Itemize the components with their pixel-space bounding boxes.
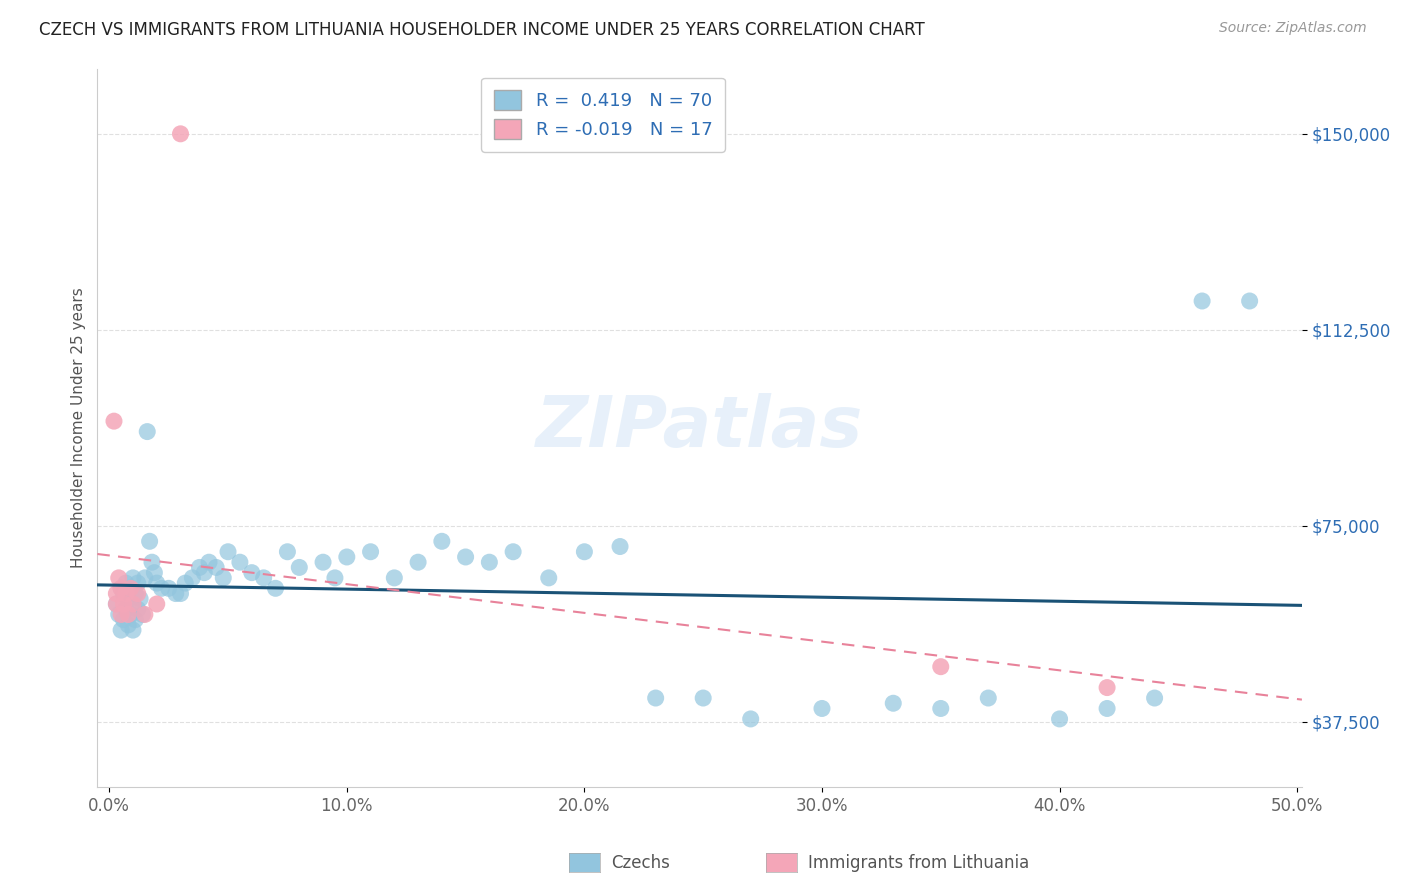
Legend: R =  0.419   N = 70, R = -0.019   N = 17: R = 0.419 N = 70, R = -0.019 N = 17 <box>481 78 725 152</box>
Point <box>115 586 138 600</box>
Point <box>181 571 204 585</box>
Text: Immigrants from Lithuania: Immigrants from Lithuania <box>808 855 1029 872</box>
Point <box>406 555 429 569</box>
Point <box>112 597 135 611</box>
Point <box>1191 293 1213 308</box>
Y-axis label: Householder Income Under 25 years: Householder Income Under 25 years <box>72 287 86 568</box>
Point <box>165 586 187 600</box>
Point <box>120 582 142 596</box>
Point <box>811 701 834 715</box>
Point <box>145 597 167 611</box>
Point <box>110 623 132 637</box>
Point <box>288 560 311 574</box>
Point <box>430 534 453 549</box>
Point <box>107 571 129 585</box>
Point <box>323 571 346 585</box>
Point <box>240 566 263 580</box>
Point <box>112 586 135 600</box>
Point <box>1239 293 1261 308</box>
Point <box>122 571 145 585</box>
Point <box>1095 701 1118 715</box>
Point <box>336 549 359 564</box>
Point <box>105 586 128 600</box>
Point <box>609 540 631 554</box>
Text: ZIPatlas: ZIPatlas <box>536 393 863 462</box>
Point <box>150 582 173 596</box>
Point <box>117 591 139 606</box>
Point <box>134 571 156 585</box>
Point <box>929 659 952 673</box>
Point <box>229 555 252 569</box>
Point <box>644 691 666 706</box>
Text: Source: ZipAtlas.com: Source: ZipAtlas.com <box>1219 21 1367 35</box>
Point <box>124 613 146 627</box>
Point <box>129 591 152 606</box>
Point <box>692 691 714 706</box>
Point <box>157 582 180 596</box>
Point <box>120 582 142 596</box>
Point <box>145 576 167 591</box>
Point <box>115 576 138 591</box>
Point <box>127 586 149 600</box>
Point <box>198 555 221 569</box>
Text: CZECH VS IMMIGRANTS FROM LITHUANIA HOUSEHOLDER INCOME UNDER 25 YEARS CORRELATION: CZECH VS IMMIGRANTS FROM LITHUANIA HOUSE… <box>39 21 925 38</box>
Point <box>110 582 132 596</box>
Point <box>103 414 125 428</box>
Point <box>1049 712 1071 726</box>
Point <box>110 582 132 596</box>
Point <box>502 545 524 559</box>
Point <box>110 607 132 622</box>
Point <box>977 691 1000 706</box>
Point <box>740 712 762 726</box>
Point <box>882 696 904 710</box>
Text: Czechs: Czechs <box>612 855 671 872</box>
Point <box>122 597 145 611</box>
Point <box>134 607 156 622</box>
Point <box>105 597 128 611</box>
Point <box>276 545 298 559</box>
Point <box>120 607 142 622</box>
Point <box>217 545 239 559</box>
Point <box>124 586 146 600</box>
Point <box>138 534 160 549</box>
Point <box>1143 691 1166 706</box>
Point <box>105 597 128 611</box>
Point <box>122 597 145 611</box>
Point <box>169 586 191 600</box>
Point <box>117 607 139 622</box>
Point <box>929 701 952 715</box>
Point <box>169 127 191 141</box>
Point <box>115 602 138 616</box>
Point <box>193 566 215 580</box>
Point <box>107 607 129 622</box>
Point <box>174 576 197 591</box>
Point <box>212 571 235 585</box>
Point <box>143 566 166 580</box>
Point <box>136 425 159 439</box>
Point <box>382 571 405 585</box>
Point <box>264 582 287 596</box>
Point <box>205 560 228 574</box>
Point <box>131 607 153 622</box>
Point <box>141 555 163 569</box>
Point <box>1095 681 1118 695</box>
Point <box>117 618 139 632</box>
Point <box>112 613 135 627</box>
Point <box>122 623 145 637</box>
Point <box>188 560 211 574</box>
Point <box>253 571 276 585</box>
Point <box>312 555 335 569</box>
Point <box>127 602 149 616</box>
Point <box>454 549 477 564</box>
Point <box>537 571 560 585</box>
Point <box>360 545 382 559</box>
Point <box>574 545 596 559</box>
Point <box>127 576 149 591</box>
Point <box>478 555 501 569</box>
